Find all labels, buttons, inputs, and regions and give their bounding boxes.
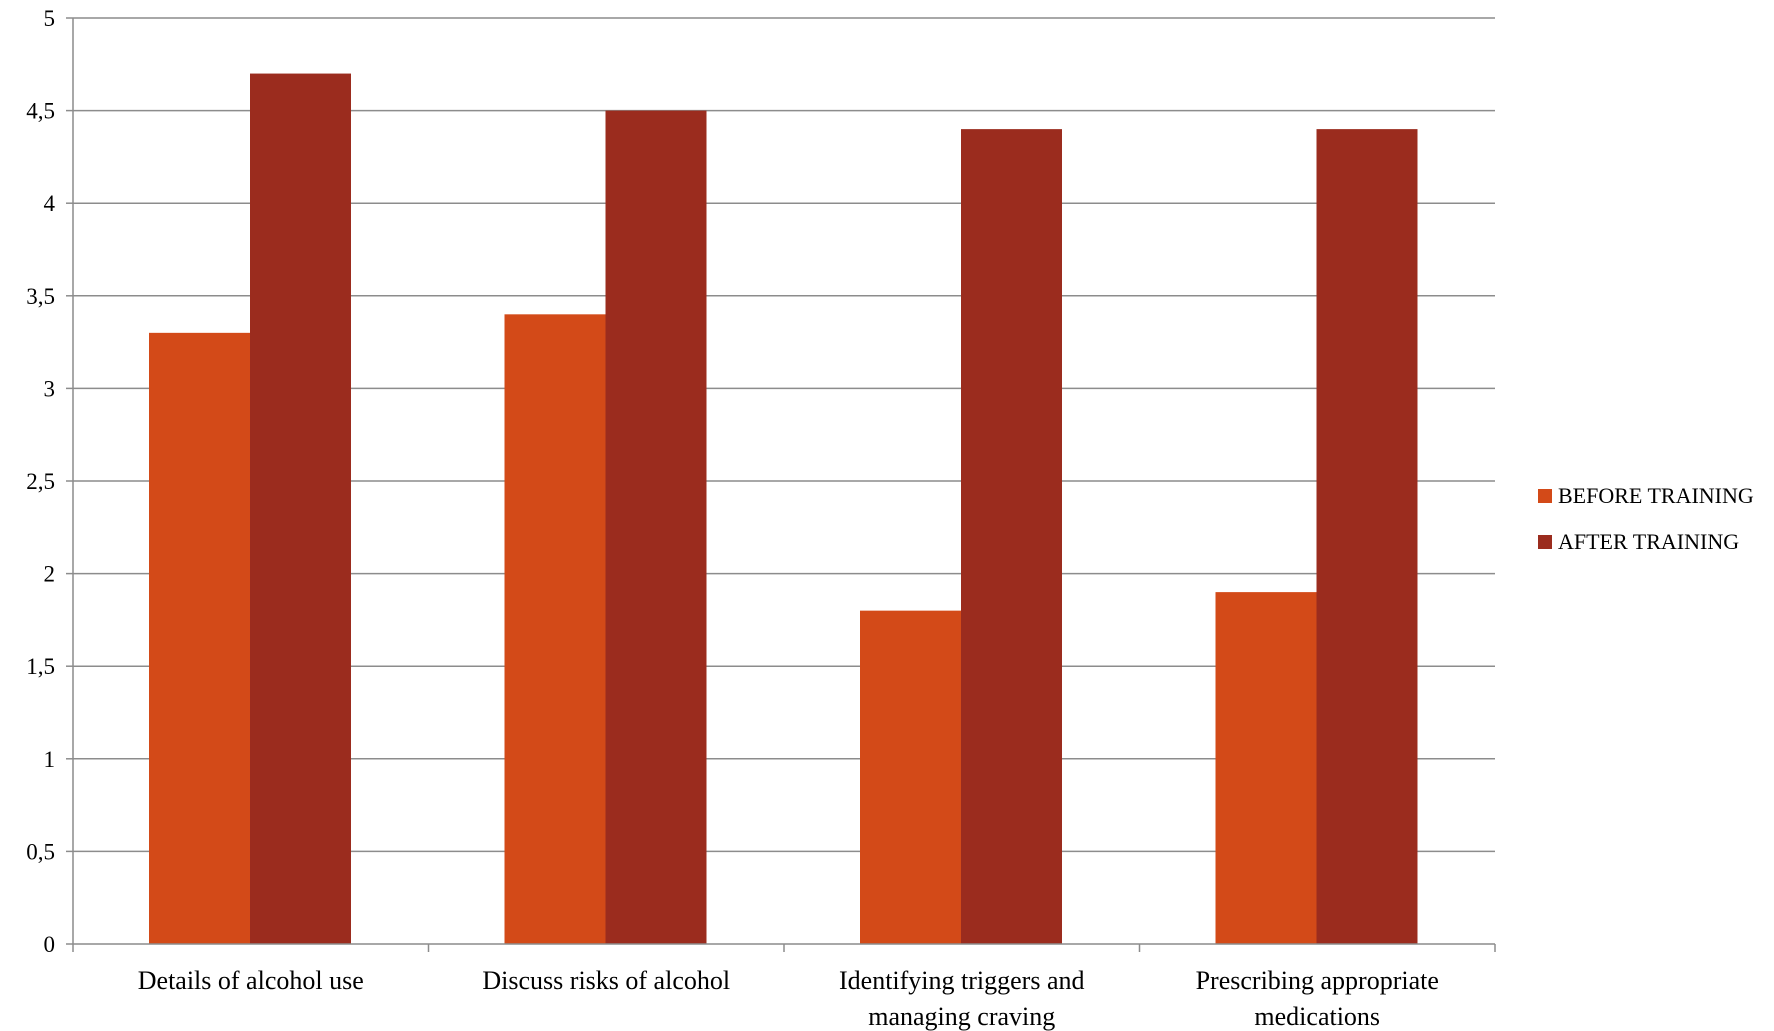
bar-after-training <box>605 110 707 945</box>
x-category-label: Discuss risks of alcohol <box>482 966 730 995</box>
x-category-label-line: Discuss risks of alcohol <box>482 966 730 995</box>
y-tick-label: 0,5 <box>26 839 55 864</box>
x-category-label-line: managing craving <box>868 1002 1055 1031</box>
x-category-label-line: Details of alcohol use <box>138 966 364 995</box>
bar-after-training <box>961 129 1062 944</box>
legend: BEFORE TRAINING AFTER TRAINING <box>1538 483 1754 554</box>
x-category-label: Details of alcohol use <box>138 966 364 995</box>
legend-swatch <box>1538 535 1552 549</box>
bar-after-training <box>1316 129 1418 944</box>
x-category-label-line: Prescribing appropriate <box>1196 966 1439 995</box>
y-tick-label: 0 <box>44 932 56 957</box>
y-tick-label: 2 <box>44 562 56 587</box>
y-tick-label: 4 <box>44 191 56 216</box>
legend-label: AFTER TRAINING <box>1558 529 1739 554</box>
x-category-label: Identifying triggers and managing craving <box>839 966 1085 1031</box>
x-category-label-line: Identifying triggers and <box>839 966 1085 995</box>
bar-before-training <box>1215 592 1317 944</box>
y-tick-label: 1 <box>44 747 56 772</box>
axes <box>66 17 1496 952</box>
x-axis-category-labels: Details of alcohol use Discuss risks of a… <box>138 966 1439 1031</box>
legend-label: BEFORE TRAINING <box>1558 483 1754 508</box>
bar-before-training <box>504 314 606 944</box>
y-tick-label: 5 <box>44 6 56 31</box>
x-category-label: Prescribing appropriate medications <box>1196 966 1439 1031</box>
y-axis-tick-labels: 0 0,5 1 1,5 2 2,5 3 3,5 4 4,5 5 <box>26 6 55 957</box>
y-tick-label: 3,5 <box>26 284 55 309</box>
bars <box>149 73 1418 945</box>
y-tick-label: 2,5 <box>26 469 55 494</box>
bar-before-training <box>149 332 250 945</box>
y-tick-label: 3 <box>44 376 56 401</box>
y-tick-label: 4,5 <box>26 99 55 124</box>
x-category-label-line: medications <box>1254 1002 1380 1031</box>
y-tick-label: 1,5 <box>26 654 55 679</box>
bar-before-training <box>860 610 961 944</box>
bar-after-training <box>250 73 351 944</box>
legend-swatch <box>1538 489 1552 503</box>
